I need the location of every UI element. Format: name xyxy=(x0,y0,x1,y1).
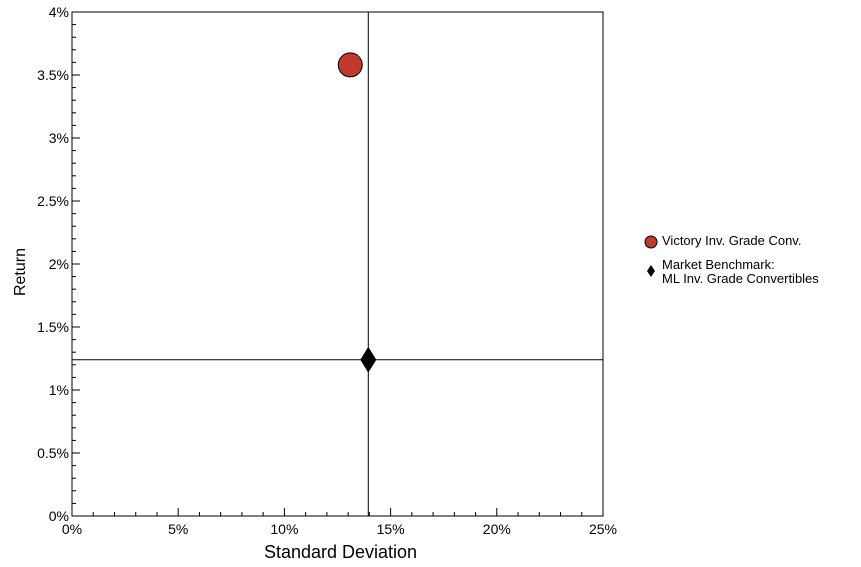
legend-label-benchmark-line-2: ML Inv. Grade Convertibles xyxy=(662,271,819,286)
y-tick-label: 1.5% xyxy=(37,319,69,335)
y-tick-label: 2% xyxy=(49,256,69,272)
x-tick-label: 15% xyxy=(377,521,405,537)
legend-item-fund: Victory Inv. Grade Conv. xyxy=(644,233,859,249)
circle-marker-icon xyxy=(644,235,658,249)
x-tick-label: 5% xyxy=(168,521,188,537)
legend-item-benchmark: Market Benchmark: ML Inv. Grade Converti… xyxy=(644,258,859,286)
y-tick-label: 3% xyxy=(49,130,69,146)
data-point-benchmark xyxy=(360,346,377,373)
y-tick-label: 2.5% xyxy=(37,193,69,209)
diamond-marker-icon xyxy=(647,265,655,277)
y-axis-title: Return xyxy=(12,248,29,296)
legend-label-fund: Victory Inv. Grade Conv. xyxy=(662,233,802,248)
y-tick-label: 1% xyxy=(49,382,69,398)
legend-label-benchmark-line-1: Market Benchmark: xyxy=(662,257,775,272)
y-tick-label: 3.5% xyxy=(37,67,69,83)
data-point-fund xyxy=(337,52,363,78)
x-axis-title: Standard Deviation xyxy=(264,542,417,562)
x-tick-label: 25% xyxy=(589,521,617,537)
x-tick-label: 0% xyxy=(62,521,82,537)
y-tick-label: 0.5% xyxy=(37,445,69,461)
y-tick-label: 0% xyxy=(49,508,69,524)
x-tick-label: 10% xyxy=(270,521,298,537)
chart-legend: Victory Inv. Grade Conv. Market Benchmar… xyxy=(644,234,859,296)
x-tick-label: 20% xyxy=(483,521,511,537)
y-tick-label: 4% xyxy=(49,4,69,20)
plot-frame xyxy=(71,11,604,517)
